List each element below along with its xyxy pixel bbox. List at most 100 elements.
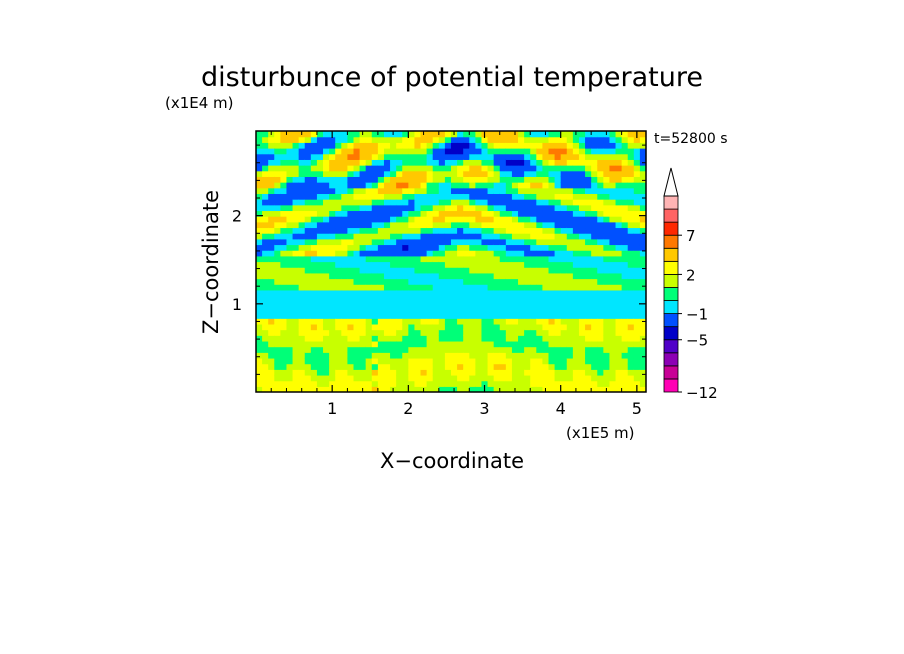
contour-cell <box>408 284 416 291</box>
contour-cell <box>426 182 434 189</box>
contour-cell <box>280 193 288 200</box>
contour-cell <box>524 329 531 336</box>
contour-cell <box>371 136 379 143</box>
contour-cell <box>615 295 623 302</box>
contour-cell <box>444 221 452 229</box>
contour-cell <box>597 369 604 376</box>
contour-cell <box>292 386 300 392</box>
contour-cell <box>365 272 373 280</box>
contour-cell <box>310 216 318 223</box>
contour-cell <box>292 329 300 336</box>
contour-cell <box>420 159 428 166</box>
contour-cell <box>438 312 446 319</box>
contour-cell <box>335 244 342 251</box>
contour-cell <box>323 159 330 166</box>
contour-cell <box>463 374 470 382</box>
contour-cell <box>554 312 562 319</box>
contour-cell <box>383 272 391 280</box>
contour-cell <box>578 380 586 387</box>
contour-cell <box>256 380 263 387</box>
contour-cell <box>548 329 556 336</box>
contour-cell <box>560 289 568 297</box>
contour-cell <box>426 131 434 138</box>
contour-cell <box>383 369 391 376</box>
contour-cell <box>572 306 580 314</box>
contour-cell <box>536 289 543 297</box>
contour-cell <box>304 289 312 297</box>
contour-cell <box>542 165 550 172</box>
contour-cell <box>396 352 403 359</box>
contour-cell <box>414 295 422 302</box>
contour-cell <box>487 329 495 336</box>
contour-cell <box>469 204 476 212</box>
contour-cell <box>554 284 562 291</box>
contour-cell <box>627 369 635 376</box>
contour-cell <box>274 238 281 246</box>
contour-cell <box>566 221 574 229</box>
contour-cell <box>274 165 281 172</box>
contour-cell <box>359 278 367 285</box>
contour-cell <box>402 335 409 342</box>
contour-cell <box>566 278 574 285</box>
contour-cell <box>377 244 385 251</box>
contour-cell <box>274 159 281 166</box>
contour-cell <box>383 204 391 212</box>
contour-cell <box>609 165 617 172</box>
contour-cell <box>316 216 324 223</box>
contour-cell <box>609 210 617 217</box>
contour-cell <box>609 159 617 166</box>
contour-cell <box>511 148 519 155</box>
contour-cell <box>420 170 428 177</box>
contour-cell <box>566 335 574 342</box>
contour-cell <box>280 210 288 217</box>
contour-cell <box>426 199 434 206</box>
contour-cell <box>310 233 318 240</box>
contour-cell <box>310 199 318 206</box>
contour-cell <box>499 301 507 308</box>
contour-cell <box>615 159 623 166</box>
contour-cell <box>542 148 550 155</box>
contour-cell <box>316 250 324 257</box>
contour-cell <box>597 148 604 155</box>
contour-cell <box>451 335 458 342</box>
contour-cell <box>572 261 580 268</box>
contour-cell <box>633 148 641 155</box>
contour-cell <box>414 267 422 274</box>
contour-cell <box>469 312 476 319</box>
contour-cell <box>536 170 543 177</box>
contour-cell <box>353 386 361 392</box>
contour-cell <box>377 261 385 268</box>
contour-cell <box>329 374 336 382</box>
contour-cell <box>536 267 543 274</box>
contour-cell <box>621 323 629 331</box>
contour-cell <box>542 357 550 365</box>
contour-cell <box>524 261 531 268</box>
contour-cell <box>499 272 507 280</box>
contour-cell <box>420 346 428 353</box>
contour-cell <box>316 187 324 195</box>
contour-cell <box>426 329 434 336</box>
contour-cell <box>365 346 373 353</box>
contour-cell <box>383 136 391 143</box>
contour-cell <box>323 363 330 370</box>
contour-cell <box>487 250 495 257</box>
contour-cell <box>633 363 641 370</box>
contour-cell <box>268 272 275 280</box>
contour-cell <box>493 369 501 376</box>
contour-cell <box>591 357 598 365</box>
contour-cell <box>591 267 598 274</box>
contour-cell <box>426 301 434 308</box>
contour-cell <box>578 335 586 342</box>
contour-cell <box>493 380 501 387</box>
contour-cell <box>603 244 611 251</box>
contour-cell <box>518 193 525 200</box>
contour-cell <box>511 170 519 177</box>
contour-cell <box>548 238 556 246</box>
contour-cell <box>554 289 562 297</box>
contour-cell <box>274 199 281 206</box>
contour-cell <box>256 340 263 348</box>
contour-cell <box>304 153 312 160</box>
contour-cell <box>505 216 513 223</box>
contour-cell <box>256 233 263 240</box>
contour-cell <box>408 221 416 229</box>
